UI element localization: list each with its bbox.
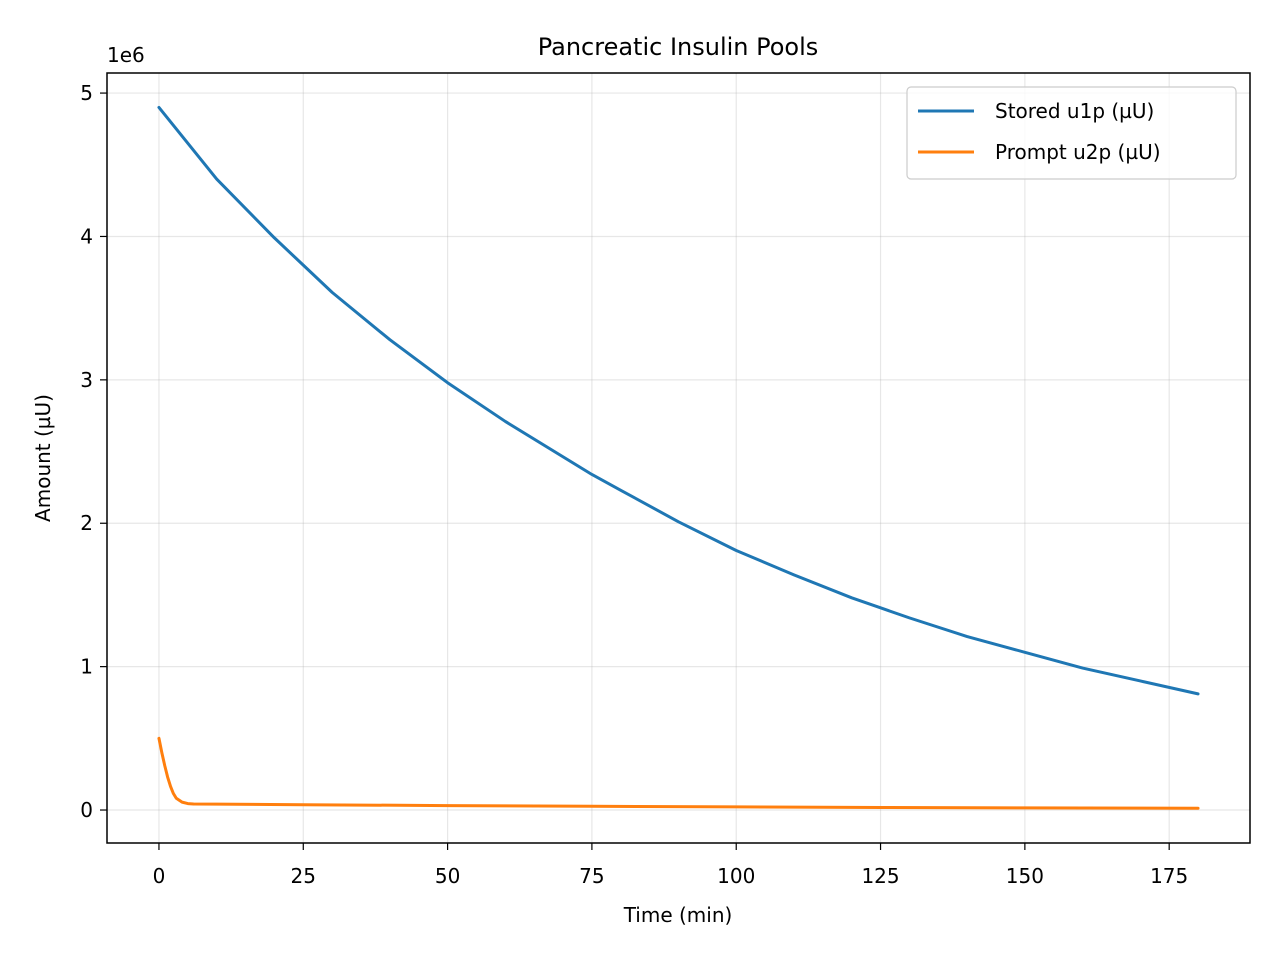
y-axis-ticks: 0 1 2 3 4 5 [80,81,107,822]
y-tick-label: 5 [80,81,93,105]
y-tick-label: 2 [80,511,93,535]
x-tick-label: 50 [435,864,460,888]
legend-label-prompt: Prompt u2p (µU) [995,140,1161,164]
legend-label-stored: Stored u1p (µU) [995,99,1154,123]
x-axis-ticks: 0 25 50 75 100 125 150 175 [153,843,1188,888]
chart-title: Pancreatic Insulin Pools [538,33,819,61]
x-tick-label: 25 [291,864,316,888]
y-axis-offset-label: 1e6 [107,43,145,67]
y-tick-label: 1 [80,655,93,679]
x-tick-label: 175 [1150,864,1188,888]
series-line-stored [157,105,1200,696]
series-line-prompt [157,736,1200,810]
legend-box [906,86,1237,180]
x-tick-label: 100 [717,864,755,888]
y-tick-label: 4 [80,224,93,248]
x-tick-label: 0 [153,864,166,888]
series-lines [157,105,1200,810]
plot-frame [106,72,1251,844]
x-tick-label: 150 [1006,864,1044,888]
y-tick-label: 3 [80,368,93,392]
x-tick-label: 125 [861,864,899,888]
legend: Stored u1p (µU) Prompt u2p (µU) [906,86,1237,180]
x-tick-label: 75 [579,864,604,888]
y-tick-label: 0 [80,798,93,822]
x-axis-label: Time (min) [623,903,733,927]
y-axis-label: Amount (µU) [31,394,55,522]
